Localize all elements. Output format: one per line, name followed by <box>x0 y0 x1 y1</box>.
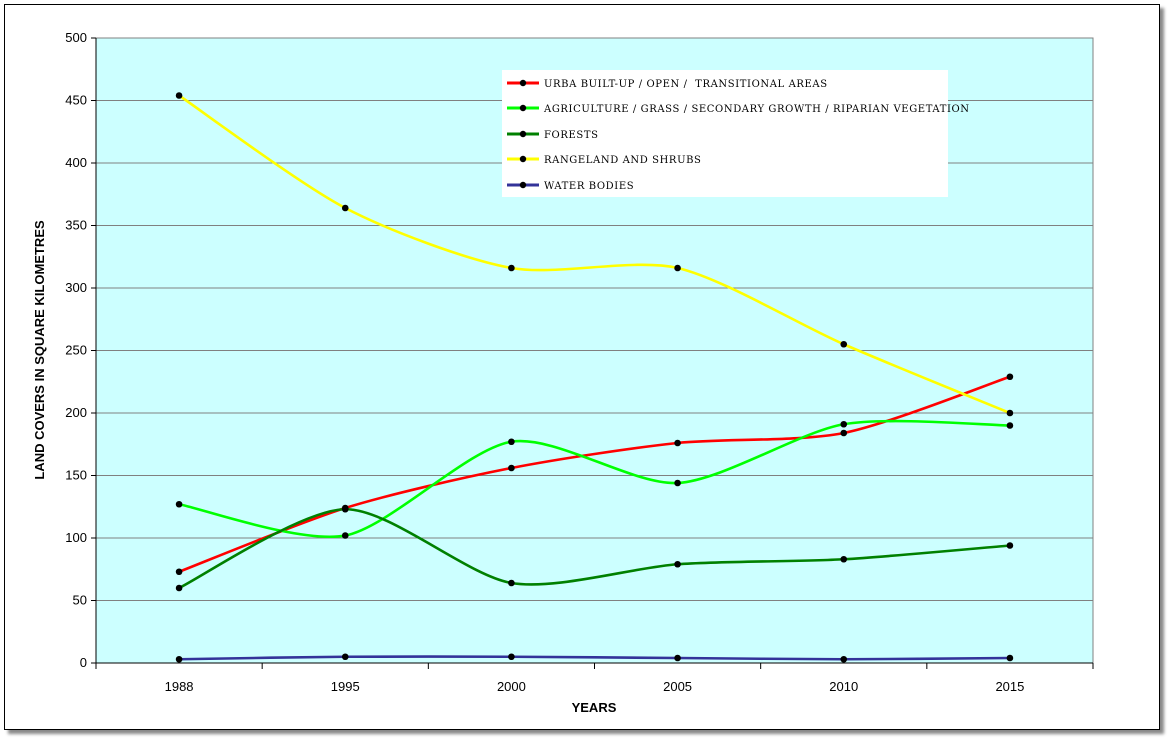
data-point-rangeland <box>674 264 681 272</box>
series-line-agriculture <box>177 419 1012 538</box>
series-lines <box>177 94 1012 661</box>
y-tick-label: 150 <box>65 468 87 483</box>
x-axis-ticks: 1988 1995 2000 2005 2010 2015 <box>95 662 1094 694</box>
y-tick-label: 250 <box>65 343 87 358</box>
series-line-forests <box>177 507 1012 590</box>
data-point-water <box>175 655 183 663</box>
legend: URBA BUILT-UP / OPEN / TRANSITIONAL AREA… <box>502 70 970 197</box>
y-tick-label: 0 <box>80 655 87 670</box>
legend-label-agriculture: AGRICULTURE / GRASS / SECONDARY GROWTH /… <box>543 104 970 115</box>
legend-marker-agriculture <box>519 104 527 112</box>
data-point-rangeland <box>1006 409 1014 417</box>
legend-marker-urban <box>519 79 527 87</box>
data-point-agriculture <box>175 500 183 508</box>
data-point-rangeland <box>341 204 349 212</box>
y-tick-label: 100 <box>65 530 87 545</box>
data-point-urban <box>674 439 681 447</box>
x-tick-label: 2005 <box>663 679 692 694</box>
data-point-forests <box>1006 542 1014 549</box>
data-point-agriculture <box>674 479 681 487</box>
y-tick-label: 300 <box>65 280 87 295</box>
y-tick-label: 50 <box>73 593 87 608</box>
series-line-water <box>177 655 1012 661</box>
y-tick-label: 450 <box>65 93 87 108</box>
series-line-rangeland <box>177 94 1012 415</box>
data-point-agriculture <box>1006 422 1014 429</box>
x-tick-label: 2010 <box>829 679 858 694</box>
y-tick-label: 500 <box>65 30 87 45</box>
data-point-water <box>341 653 349 661</box>
data-point-forests <box>840 555 848 563</box>
legend-marker-forests <box>519 130 527 138</box>
legend-label-water: WATER BODIES <box>544 181 634 192</box>
data-point-forests <box>508 579 515 587</box>
data-point-forests <box>175 584 183 592</box>
data-point-water <box>674 654 681 662</box>
x-axis-title: YEARS <box>572 700 617 715</box>
data-point-forests <box>341 505 349 513</box>
legend-label-forests: FORESTS <box>544 130 599 141</box>
y-tick-label: 400 <box>65 155 87 170</box>
data-point-water <box>1006 654 1014 662</box>
data-point-rangeland <box>840 340 848 348</box>
legend-marker-water <box>519 181 527 189</box>
series-line-urban <box>177 375 1012 574</box>
data-point-rangeland <box>175 92 183 99</box>
data-point-water <box>840 655 848 663</box>
data-point-urban <box>508 464 515 472</box>
series-markers <box>175 92 1014 663</box>
y-axis-title: LAND COVERS IN SQUARE KILOMETRES <box>32 220 47 480</box>
data-point-agriculture <box>341 532 349 539</box>
x-tick-label: 2000 <box>497 679 526 694</box>
legend-marker-rangeland <box>519 155 527 163</box>
data-point-agriculture <box>840 420 848 428</box>
data-point-urban <box>1006 373 1014 381</box>
legend-box <box>502 70 948 197</box>
data-point-urban <box>175 568 183 576</box>
data-point-water <box>508 653 515 661</box>
x-tick-label: 1988 <box>165 679 194 694</box>
x-tick-label: 2015 <box>995 679 1024 694</box>
data-point-rangeland <box>508 264 515 272</box>
data-point-urban <box>840 429 848 437</box>
y-tick-label: 200 <box>65 405 87 420</box>
legend-label-urban: URBA BUILT-UP / OPEN / TRANSITIONAL AREA… <box>544 79 828 90</box>
data-point-forests <box>674 560 681 568</box>
data-point-agriculture <box>508 438 515 446</box>
x-tick-label: 1995 <box>331 679 360 694</box>
legend-label-rangeland: RANGELAND AND SHRUBS <box>544 155 702 166</box>
y-tick-label: 350 <box>65 218 87 233</box>
y-axis-ticks: 0 50 100 150 200 250 300 350 400 450 500 <box>65 30 97 670</box>
